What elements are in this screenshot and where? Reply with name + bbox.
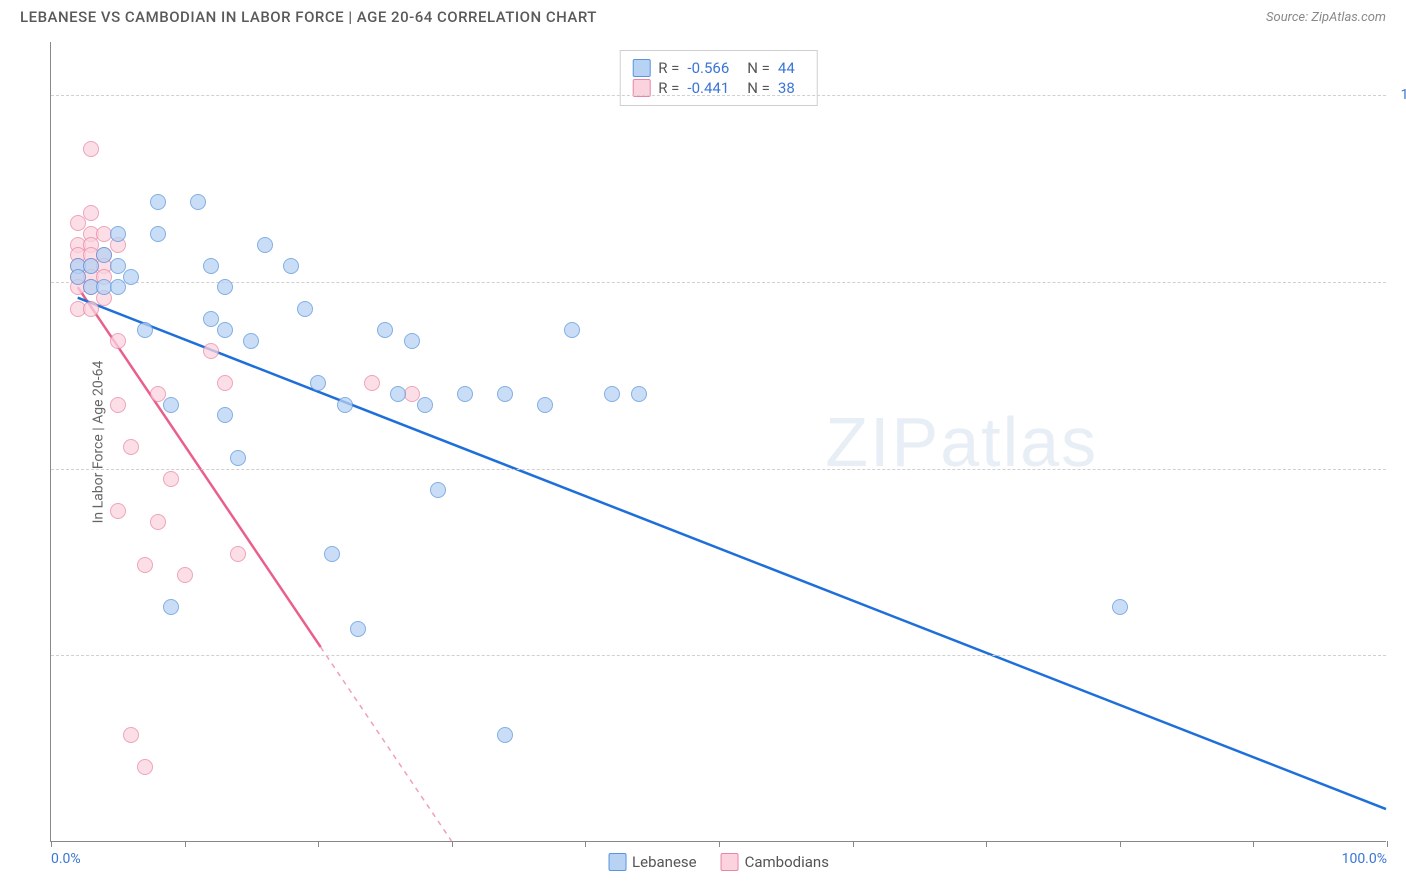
data-point — [150, 514, 166, 530]
data-point — [1112, 599, 1128, 615]
y-tick-label: 65.0% — [1391, 461, 1406, 477]
data-point — [417, 397, 433, 413]
data-point — [243, 333, 259, 349]
data-point — [310, 375, 326, 391]
r-label: R = — [658, 59, 679, 77]
data-point — [123, 727, 139, 743]
data-point — [283, 258, 299, 274]
data-point — [377, 322, 393, 338]
data-point — [497, 386, 513, 402]
x-tick — [452, 841, 453, 847]
source-attribution: Source: ZipAtlas.com — [1266, 10, 1386, 25]
data-point — [163, 397, 179, 413]
data-point — [430, 482, 446, 498]
data-point — [177, 567, 193, 583]
data-point — [537, 397, 553, 413]
data-point — [404, 333, 420, 349]
data-point — [217, 279, 233, 295]
x-tick — [185, 841, 186, 847]
swatch-icon — [721, 853, 739, 871]
data-point — [390, 386, 406, 402]
x-tick — [986, 841, 987, 847]
x-tick-label: 0.0% — [51, 851, 81, 867]
data-point — [497, 727, 513, 743]
legend-item-cambodians: Cambodians — [721, 853, 829, 871]
x-tick — [1387, 841, 1388, 847]
chart-title: LEBANESE VS CAMBODIAN IN LABOR FORCE | A… — [20, 8, 597, 26]
data-point — [564, 322, 580, 338]
x-tick — [51, 841, 52, 847]
legend-label-lebanese: Lebanese — [632, 853, 697, 871]
data-point — [203, 258, 219, 274]
data-point — [217, 407, 233, 423]
x-tick — [318, 841, 319, 847]
data-point — [137, 557, 153, 573]
data-point — [150, 194, 166, 210]
data-point — [190, 194, 206, 210]
trend-lines-svg — [51, 42, 1386, 841]
y-tick-label: 82.5% — [1391, 274, 1406, 290]
n-value-cambodians: 38 — [778, 79, 795, 97]
gridline — [51, 95, 1386, 96]
data-point — [217, 322, 233, 338]
data-point — [83, 205, 99, 221]
data-point — [110, 279, 126, 295]
x-tick — [719, 841, 720, 847]
data-point — [337, 397, 353, 413]
data-point — [297, 301, 313, 317]
data-point — [83, 301, 99, 317]
gridline — [51, 655, 1386, 656]
gridline — [51, 469, 1386, 470]
x-tick — [1120, 841, 1121, 847]
data-point — [457, 386, 473, 402]
data-point — [203, 343, 219, 359]
x-tick — [853, 841, 854, 847]
r-label: R = — [658, 79, 679, 97]
swatch-icon — [632, 59, 650, 77]
legend-item-lebanese: Lebanese — [608, 853, 697, 871]
data-point — [83, 258, 99, 274]
series-legend: Lebanese Cambodians — [608, 853, 829, 871]
data-point — [110, 503, 126, 519]
data-point — [163, 471, 179, 487]
x-tick-label: 100.0% — [1342, 851, 1387, 867]
data-point — [163, 599, 179, 615]
chart-plot-area: In Labor Force | Age 20-64 ZIPatlas R = … — [50, 42, 1386, 842]
n-label: N = — [747, 59, 770, 77]
gridline — [51, 282, 1386, 283]
correlation-legend: R = -0.566 N = 44 R = -0.441 N = 38 — [619, 50, 818, 106]
n-label: N = — [747, 79, 770, 97]
data-point — [230, 450, 246, 466]
y-tick-label: 47.5% — [1391, 647, 1406, 663]
x-tick — [1253, 841, 1254, 847]
n-value-lebanese: 44 — [778, 59, 795, 77]
swatch-icon — [632, 79, 650, 97]
data-point — [217, 375, 233, 391]
data-point — [324, 546, 340, 562]
data-point — [123, 439, 139, 455]
data-point — [137, 759, 153, 775]
swatch-icon — [608, 853, 626, 871]
data-point — [364, 375, 380, 391]
data-point — [110, 333, 126, 349]
data-point — [150, 226, 166, 242]
data-point — [110, 226, 126, 242]
data-point — [83, 141, 99, 157]
r-value-lebanese: -0.566 — [687, 59, 729, 77]
data-point — [110, 397, 126, 413]
legend-row-cambodians: R = -0.441 N = 38 — [632, 79, 805, 97]
data-point — [123, 269, 139, 285]
y-tick-label: 100.0% — [1391, 87, 1406, 103]
data-point — [137, 322, 153, 338]
r-value-cambodians: -0.441 — [687, 79, 729, 97]
x-tick — [585, 841, 586, 847]
data-point — [350, 621, 366, 637]
data-point — [257, 237, 273, 253]
data-point — [631, 386, 647, 402]
legend-label-cambodians: Cambodians — [745, 853, 829, 871]
legend-row-lebanese: R = -0.566 N = 44 — [632, 59, 805, 77]
data-point — [230, 546, 246, 562]
data-point — [604, 386, 620, 402]
